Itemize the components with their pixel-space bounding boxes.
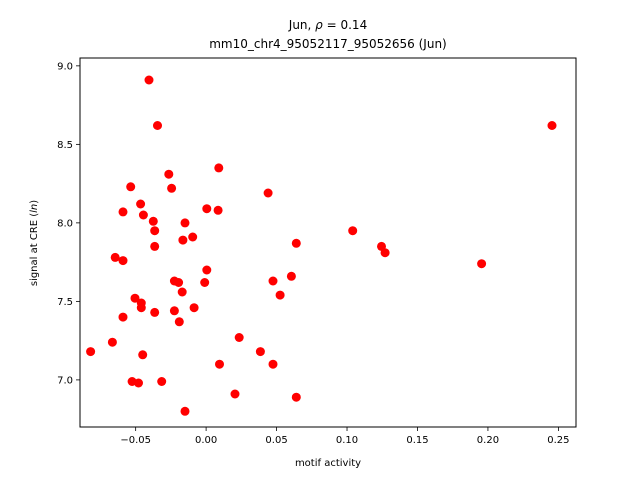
data-point-13	[148, 216, 158, 226]
data-point-44	[86, 347, 96, 357]
data-point-10	[213, 205, 223, 215]
data-point-12	[138, 210, 148, 220]
data-point-24	[118, 256, 128, 266]
y-tick-label-1: 7.5	[57, 297, 73, 308]
data-point-50	[157, 377, 167, 386]
data-point-18	[178, 235, 188, 245]
data-point-46	[138, 350, 148, 360]
data-point-23	[110, 252, 120, 262]
data-point-0	[144, 75, 154, 85]
data-point-5	[126, 182, 136, 192]
x-tick-label-0: −0.05	[120, 435, 151, 446]
data-point-51	[134, 378, 143, 388]
data-point-39	[150, 307, 160, 317]
data-point-30	[200, 278, 210, 287]
data-point-36	[136, 303, 146, 313]
x-tick-label-3: 0.10	[336, 435, 358, 446]
data-point-1	[153, 121, 162, 130]
data-point-37	[189, 303, 199, 313]
data-point-26	[202, 265, 212, 275]
data-point-41	[174, 317, 184, 327]
data-point-3	[214, 163, 224, 173]
data-point-2	[547, 121, 557, 130]
y-tick-label-0: 7.0	[57, 375, 73, 386]
data-point-17	[188, 232, 198, 242]
y-axis-ticks: 7.0 7.5 8.0 8.5 9.0	[57, 61, 80, 386]
data-point-19	[291, 238, 301, 248]
data-point-47	[215, 359, 224, 369]
y-axis-label-prefix: signal at CRE (	[29, 213, 40, 286]
x-axis-ticks: −0.05 0.00 0.05 0.10 0.15 0.20 0.25	[120, 427, 570, 446]
data-point-45	[255, 347, 265, 357]
data-point-7	[263, 188, 273, 198]
data-point-31	[268, 276, 278, 286]
chart-title: Jun, ρ = 0.14	[288, 18, 367, 32]
data-point-14	[180, 218, 190, 228]
data-point-27	[286, 271, 296, 281]
y-tick-label-4: 9.0	[57, 61, 73, 72]
x-axis-label: motif activity	[295, 458, 361, 469]
x-tick-label-1: 0.00	[195, 435, 217, 446]
data-point-16	[348, 226, 358, 236]
x-tick-label-5: 0.20	[477, 435, 499, 446]
data-point-33	[275, 290, 285, 300]
data-point-9	[202, 204, 212, 214]
data-point-8	[136, 199, 146, 209]
x-tick-label-6: 0.25	[547, 435, 569, 446]
chart-title-value: = 0.14	[323, 18, 367, 32]
data-point-25	[477, 259, 487, 269]
chart-title-rho: ρ	[315, 18, 323, 32]
x-tick-label-4: 0.15	[406, 435, 428, 446]
plot-frame	[79, 57, 577, 428]
y-axis-label-italic: ln	[29, 204, 40, 213]
data-point-43	[107, 337, 117, 347]
data-point-4	[164, 169, 174, 179]
data-point-20	[150, 241, 160, 251]
y-tick-label-3: 8.5	[57, 140, 73, 151]
data-point-15	[150, 226, 160, 236]
data-point-48	[268, 359, 278, 369]
data-point-54	[180, 406, 190, 416]
data-point-42	[234, 333, 244, 342]
data-point-29	[174, 278, 184, 287]
data-point-40	[118, 312, 128, 322]
data-points	[86, 75, 557, 416]
y-tick-label-2: 8.0	[57, 218, 73, 229]
data-point-6	[167, 183, 177, 193]
x-tick-label-2: 0.05	[265, 435, 287, 446]
data-point-11	[118, 207, 128, 217]
data-point-32	[177, 287, 187, 297]
data-point-22	[380, 248, 390, 258]
data-point-34	[130, 293, 140, 303]
chart-title-prefix: Jun,	[288, 18, 315, 32]
y-axis-label-suffix: )	[29, 200, 40, 204]
data-point-53	[291, 392, 301, 402]
data-point-52	[230, 389, 240, 399]
chart-subtitle: mm10_chr4_95052117_95052656 (Jun)	[209, 37, 447, 51]
data-point-38	[169, 306, 179, 316]
y-axis-label: signal at CRE (ln)	[29, 200, 40, 286]
